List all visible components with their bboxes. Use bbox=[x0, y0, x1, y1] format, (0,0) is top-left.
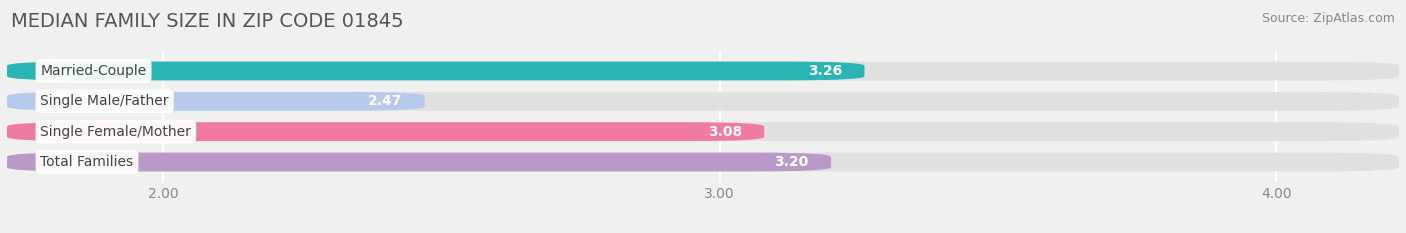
FancyBboxPatch shape bbox=[7, 153, 1399, 171]
FancyBboxPatch shape bbox=[7, 153, 831, 171]
Text: 2.47: 2.47 bbox=[368, 94, 402, 108]
FancyBboxPatch shape bbox=[7, 92, 1399, 111]
FancyBboxPatch shape bbox=[7, 62, 1399, 80]
FancyBboxPatch shape bbox=[7, 122, 765, 141]
Text: Married-Couple: Married-Couple bbox=[41, 64, 146, 78]
FancyBboxPatch shape bbox=[7, 92, 425, 111]
Text: Single Female/Mother: Single Female/Mother bbox=[41, 125, 191, 139]
Text: 3.20: 3.20 bbox=[775, 155, 808, 169]
Text: 3.26: 3.26 bbox=[808, 64, 842, 78]
Text: Source: ZipAtlas.com: Source: ZipAtlas.com bbox=[1261, 12, 1395, 25]
Text: MEDIAN FAMILY SIZE IN ZIP CODE 01845: MEDIAN FAMILY SIZE IN ZIP CODE 01845 bbox=[11, 12, 404, 31]
Text: Single Male/Father: Single Male/Father bbox=[41, 94, 169, 108]
Text: Total Families: Total Families bbox=[41, 155, 134, 169]
FancyBboxPatch shape bbox=[7, 122, 1399, 141]
Text: 3.08: 3.08 bbox=[707, 125, 742, 139]
FancyBboxPatch shape bbox=[7, 62, 865, 80]
